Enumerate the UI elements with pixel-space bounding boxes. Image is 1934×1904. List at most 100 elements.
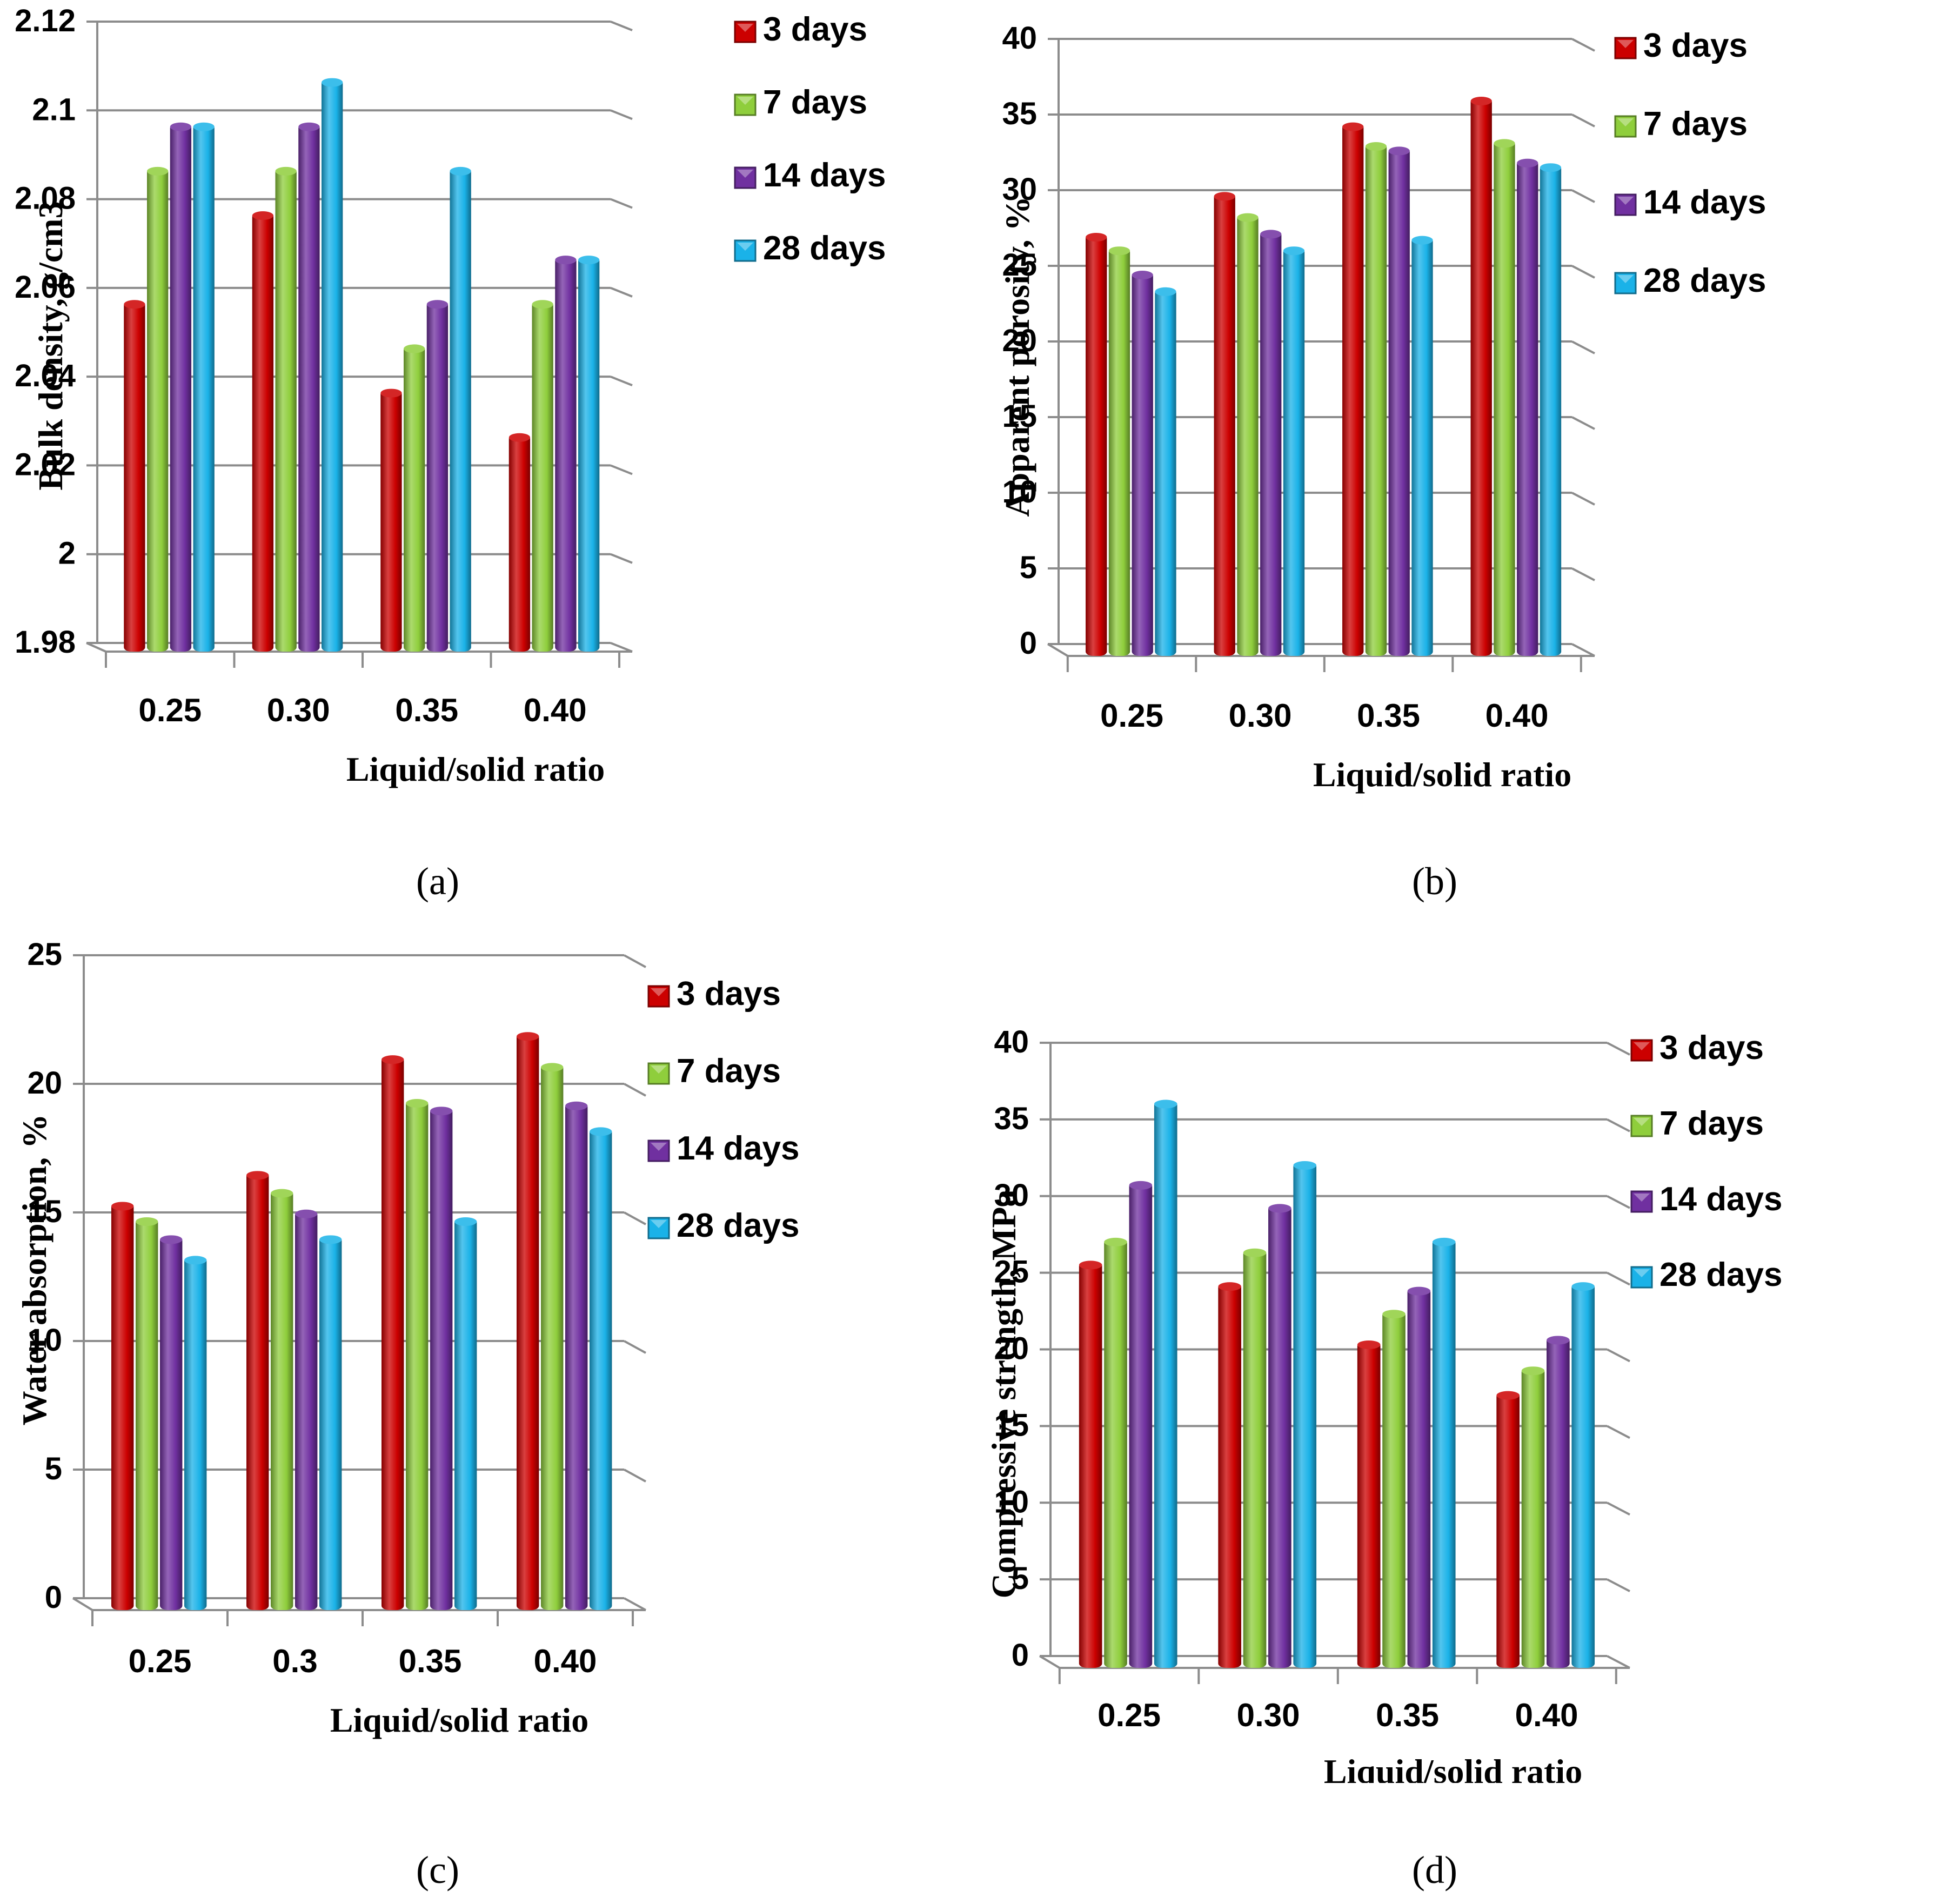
- bar-cap: [1411, 236, 1433, 245]
- y-tick-label: 5: [45, 1451, 62, 1486]
- bar: [532, 301, 553, 652]
- bar: [555, 257, 577, 652]
- bar: [1129, 1182, 1153, 1668]
- legend-swatch-highlight: [737, 97, 753, 105]
- bar: [147, 167, 169, 652]
- gridline-side: [624, 954, 646, 968]
- x-axis-title: Liquid/solid ratio: [346, 750, 605, 788]
- bar: [1108, 247, 1130, 656]
- bar: [170, 123, 192, 652]
- y-tick-label: 0: [1012, 1638, 1029, 1673]
- chart-panel-c: 0 5 10 15 20 25 0.25 0.3 0.35 0.40 Liquid/solid ra…: [15, 937, 800, 1739]
- y-tick-label: 20: [1002, 323, 1037, 358]
- bar-cap: [404, 344, 425, 353]
- bar-cap: [426, 300, 449, 309]
- bar: [136, 1218, 158, 1610]
- legend-swatch-highlight: [1634, 1269, 1650, 1277]
- bar: [1517, 159, 1538, 656]
- legend-swatch-highlight: [737, 243, 753, 251]
- legend-label: 28 days: [763, 230, 886, 267]
- x-tick-label: 0.35: [399, 1643, 462, 1679]
- bar-cap: [380, 388, 402, 398]
- bar: [1268, 1205, 1291, 1668]
- y-axis-title: Water absorption, %: [15, 1114, 53, 1426]
- bar: [1155, 288, 1176, 656]
- bar: [1494, 140, 1515, 656]
- bar: [508, 434, 531, 652]
- bar-cap: [541, 1063, 564, 1072]
- bar-cap: [450, 166, 471, 176]
- bar-cap: [1357, 1340, 1381, 1349]
- bar-cap: [322, 78, 343, 87]
- chart-panel-d: 0 5 10 15 20 25 30 35 40 0.25 0.30 0.35 0.40 Liquid/s…: [985, 1024, 1783, 1783]
- bar-cap: [193, 122, 215, 131]
- bar-cap: [1494, 139, 1515, 148]
- x-tick-label: 0.40: [1515, 1697, 1578, 1733]
- y-tick-label: 25: [27, 937, 62, 972]
- bar: [426, 301, 449, 652]
- bar-cap: [1079, 1261, 1102, 1270]
- bar-cap: [1540, 163, 1562, 172]
- bar: [382, 1056, 404, 1610]
- legend: 3 days 7 days 14 days 28 days: [647, 975, 800, 1244]
- y-tick-label: 10: [1002, 474, 1037, 509]
- bar-cap: [1086, 233, 1107, 242]
- legend-swatch-highlight: [737, 24, 753, 32]
- bar: [1411, 237, 1433, 656]
- y-tick-label: 2.04: [15, 358, 76, 393]
- bar: [1218, 1283, 1241, 1668]
- bar: [1243, 1249, 1267, 1668]
- x-tick-label: 0.25: [1100, 698, 1163, 734]
- bar-cap: [1214, 192, 1235, 201]
- legend-item: 14 days: [1630, 1181, 1783, 1218]
- chart-panel-b: 0 5 10 15 20 25 30 35 40 0.25 0.30 0.35 0.40 Liquid/s…: [998, 21, 1766, 794]
- bar: [430, 1108, 453, 1610]
- gridline-side: [610, 21, 633, 31]
- floor-edge: [86, 642, 106, 653]
- legend-label: 7 days: [677, 1052, 781, 1090]
- legend: 3 days 7 days 14 days 28 days: [1630, 1029, 1783, 1293]
- bar-cap: [578, 256, 600, 265]
- bar: [1214, 193, 1235, 656]
- bar: [1342, 123, 1364, 656]
- gridline-side: [624, 1083, 646, 1097]
- chart-body: 1.98 2 2.02 2.04 2.06 2.08 2.1 2.12 0.25 0.30 0.35…: [15, 3, 633, 788]
- bar: [454, 1218, 477, 1610]
- bar: [1388, 148, 1410, 656]
- y-tick-label: 15: [27, 1194, 62, 1229]
- chart-body: 0 5 10 15 20 25 30 35 40 0.25 0.30 0.35 0.40 Liquid/s…: [985, 1024, 1630, 1783]
- gridline-side: [1607, 1118, 1630, 1132]
- bar: [246, 1172, 269, 1610]
- gridline-side: [610, 287, 633, 298]
- y-tick-label: 5: [1020, 550, 1037, 585]
- bar-cap: [1521, 1366, 1545, 1376]
- bar: [275, 167, 297, 652]
- x-tick-label: 0.25: [138, 692, 202, 728]
- floor-edge: [1047, 643, 1068, 657]
- legend-item: 3 days: [1630, 1029, 1764, 1067]
- bar-cap: [147, 166, 169, 176]
- legend-item: 14 days: [734, 157, 886, 194]
- bar-cap: [1104, 1237, 1127, 1246]
- legend-label: 14 days: [677, 1130, 800, 1167]
- gridline-side: [624, 1597, 646, 1611]
- y-tick-label: 25: [1002, 247, 1037, 283]
- bar: [1496, 1392, 1520, 1668]
- bar: [1407, 1288, 1431, 1668]
- bar-cap: [508, 433, 531, 442]
- bar-cap: [295, 1209, 318, 1218]
- y-tick-label: 20: [27, 1065, 62, 1101]
- x-tick-label: 0.40: [534, 1643, 597, 1679]
- legend-swatch-highlight: [1617, 118, 1634, 126]
- x-tick-label: 0.3: [272, 1643, 317, 1679]
- panel-caption-c: (c): [416, 1848, 459, 1892]
- bar: [295, 1210, 318, 1610]
- bar-cap: [1283, 246, 1305, 256]
- gridline-side: [1571, 643, 1595, 657]
- bar: [1293, 1162, 1317, 1668]
- gridline-side: [1607, 1578, 1630, 1592]
- gridline-side: [624, 1469, 646, 1483]
- legend-item: 3 days: [734, 11, 867, 48]
- bar-cap: [124, 300, 145, 309]
